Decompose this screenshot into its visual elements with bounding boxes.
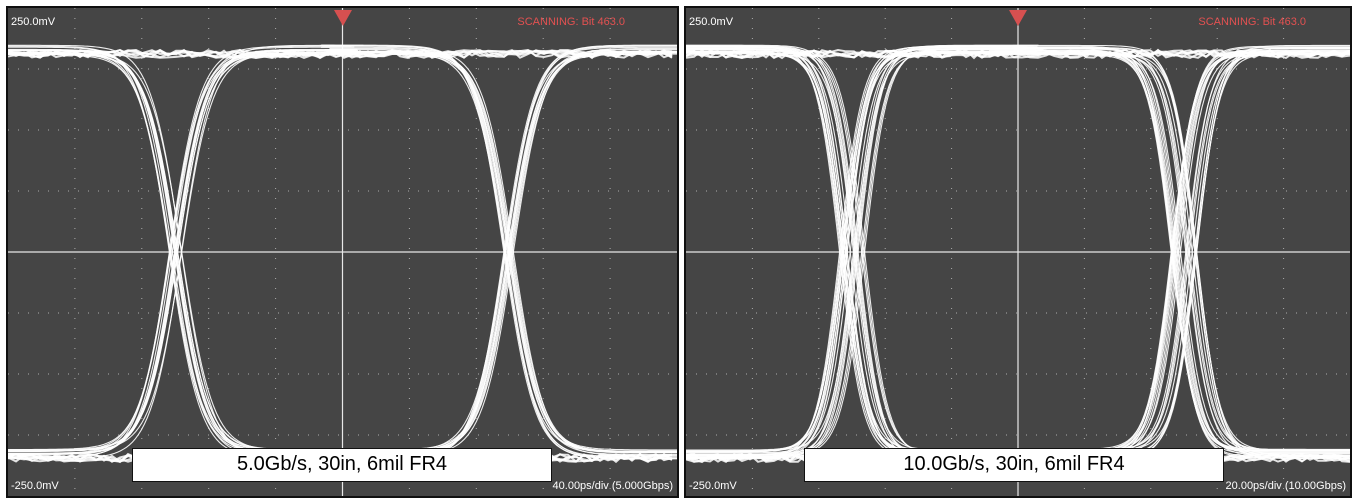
trigger-marker-icon[interactable] bbox=[1009, 10, 1027, 26]
eye-diagram-panel-left: 250.0mV SCANNING: Bit 463.0 -250.0mV 40.… bbox=[6, 6, 679, 498]
scan-status: SCANNING: Bit 463.0 bbox=[1198, 16, 1306, 28]
eye-diagram-plot bbox=[686, 8, 1350, 496]
top-scale-label: 250.0mV bbox=[689, 16, 734, 28]
trigger-marker-icon[interactable] bbox=[333, 10, 352, 26]
caption-box: 5.0Gb/s, 30in, 6mil FR4 bbox=[132, 448, 552, 482]
caption-box: 10.0Gb/s, 30in, 6mil FR4 bbox=[804, 448, 1224, 482]
bottom-scale-label: -250.0mV bbox=[11, 480, 59, 492]
grid bbox=[686, 8, 1350, 496]
timebase-readout: 20.00ps/div (10.00Gbps) bbox=[1225, 480, 1346, 492]
grid bbox=[8, 8, 677, 496]
eye-diagram-panel-right: 250.0mV SCANNING: Bit 463.0 -250.0mV 20.… bbox=[684, 6, 1352, 498]
timebase-readout: 40.00ps/div (5.000Gbps) bbox=[552, 480, 673, 492]
bottom-scale-label: -250.0mV bbox=[689, 480, 737, 492]
scan-status: SCANNING: Bit 463.0 bbox=[517, 16, 625, 28]
eye-diagram-plot bbox=[8, 8, 677, 496]
top-scale-label: 250.0mV bbox=[11, 16, 56, 28]
